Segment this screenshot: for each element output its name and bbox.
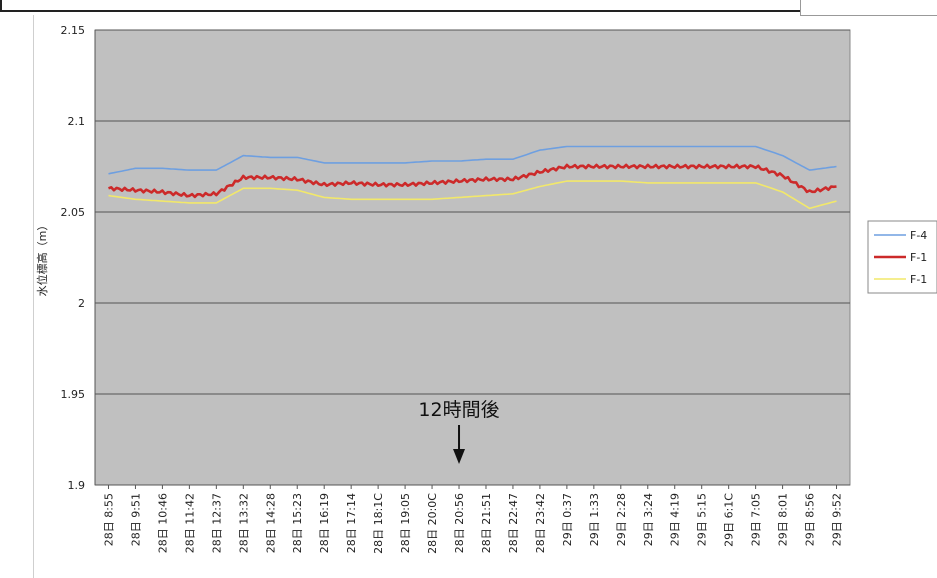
- legend-label: F-1: [910, 251, 927, 264]
- x-tick-label: 28日 20:56: [453, 493, 466, 553]
- annotation-text: 12時間後: [418, 399, 499, 421]
- y-tick-label: 2.1: [68, 115, 86, 128]
- x-tick-label: 29日 5:15: [696, 493, 709, 546]
- x-tick-label: 29日 7:05: [750, 493, 763, 546]
- series-lines: [108, 145, 837, 210]
- y-tick-label: 2.15: [61, 24, 86, 37]
- series-line-1: [108, 145, 837, 175]
- down-arrow-icon: [453, 449, 466, 464]
- gridlines: [94, 29, 850, 486]
- series-line-2: [108, 163, 837, 199]
- x-tick-label: 28日 12:37: [210, 493, 223, 553]
- x-tick-label: 29日 9:52: [831, 493, 844, 546]
- x-tick-label: 28日 10:46: [156, 493, 169, 553]
- x-tick-label: 28日 9:51: [129, 493, 142, 546]
- x-tick-label: 28日 11:42: [183, 493, 196, 553]
- x-tick-label: 28日 15:23: [291, 493, 304, 553]
- legend-label: F-4: [910, 229, 927, 242]
- x-tick-label: 29日 3:24: [642, 493, 655, 546]
- x-tick-label: 28日 19:05: [399, 493, 412, 553]
- y-tick-labels: 1.9 1.95 2 2.05 2.1 2.15: [61, 24, 86, 492]
- x-tick-label: 29日 8:01: [777, 493, 790, 546]
- x-tick-label: 28日 16:19: [318, 493, 331, 553]
- y-tick-label: 2.05: [61, 206, 86, 219]
- x-tick-label: 28日 21:51: [480, 493, 493, 553]
- x-tick-label: 28日 20:0C: [426, 493, 439, 554]
- x-tick-label: 28日 8:55: [102, 493, 115, 546]
- x-tick-label: 29日 8:56: [804, 493, 817, 546]
- header-frame-right: [800, 0, 937, 16]
- x-tick-label: 29日 2:28: [615, 493, 628, 546]
- left-border-line: [33, 15, 34, 578]
- x-tick-label: 28日 17:14: [345, 493, 358, 553]
- x-tick-label: 29日 1:33: [588, 493, 601, 546]
- x-tick-label: 29日 6:1C: [723, 493, 736, 547]
- y-tick-label: 1.9: [68, 479, 86, 492]
- x-tick-label: 29日 4:19: [669, 493, 682, 546]
- y-tick-label: 2: [78, 297, 85, 310]
- x-tick-label: 28日 23:42: [534, 493, 547, 553]
- y-axis-label: 水位標高（m）: [35, 220, 49, 297]
- x-tick-label: 28日 18:1C: [372, 493, 385, 554]
- x-tick-label: 28日 22:47: [507, 493, 520, 553]
- plot-area: [94, 29, 851, 486]
- y-tick-label: 1.95: [61, 388, 86, 401]
- x-tick-label: 29日 0:37: [561, 493, 574, 546]
- legend: F-4 F-1 F-1: [867, 220, 937, 294]
- x-tick-label: 28日 13:32: [237, 493, 250, 553]
- annotation-12h: 12時間後: [418, 399, 500, 464]
- x-tick-label: 28日 14:28: [264, 493, 277, 553]
- x-tick-labels: 28日 8:55 28日 9:51 28日 10:46 28日 11:42 28日 12…: [102, 485, 844, 554]
- series-line-3: [108, 180, 837, 210]
- legend-label: F-1: [910, 273, 927, 286]
